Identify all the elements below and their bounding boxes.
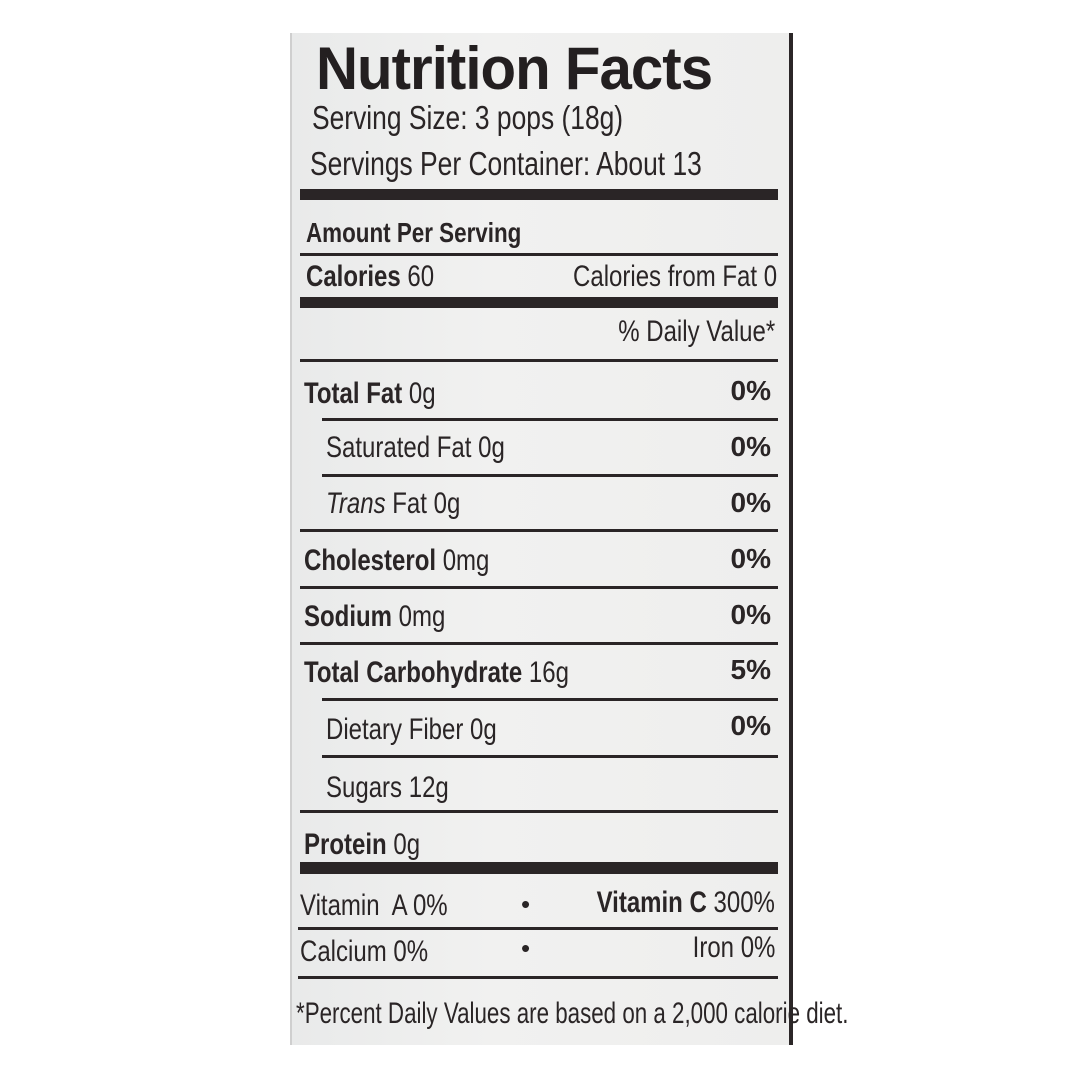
nutrient-sodium: Sodium 0mg — [304, 602, 445, 632]
divider — [300, 810, 778, 813]
divider — [298, 976, 778, 979]
nutrient-name: Saturated Fat — [326, 431, 472, 464]
divider — [298, 927, 778, 930]
nutrient-dv: 5% — [730, 654, 771, 685]
divider — [322, 418, 778, 421]
calories-value: 60 — [407, 260, 435, 293]
nutrient-name: Dietary Fiber — [326, 713, 464, 746]
nutrient-trans-fat: Trans Fat 0g — [326, 489, 460, 519]
separator-dot: • — [521, 933, 531, 963]
nutrient-total-carbohydrate: Total Carbohydrate 16g — [304, 658, 569, 688]
nutrient-amount: 0g — [408, 377, 436, 410]
nutrient-amount: 12g — [408, 771, 449, 804]
vitamin-c-label: Vitamin C — [596, 886, 707, 919]
nutrient-dv: 0% — [730, 710, 771, 741]
nutrient-dv: 0% — [730, 375, 771, 406]
nutrient-total-fat: Total Fat 0g — [304, 379, 436, 409]
nutrient-amount: 0mg — [442, 544, 490, 577]
vitamin-c-value: 300% — [713, 886, 775, 919]
calories-label: Calories — [306, 260, 401, 293]
nutrient-amount: 0g — [478, 431, 505, 464]
thick-divider — [300, 297, 778, 308]
calories-from-fat: Calories from Fat 0 — [572, 260, 777, 293]
amount-per-serving: Amount Per Serving — [306, 217, 522, 248]
nutrient-amount: 0g — [393, 828, 421, 861]
nutrient-dv: 0% — [730, 487, 771, 518]
nutrient-dietary-fiber: Dietary Fiber 0g — [326, 715, 497, 745]
footnote: *Percent Daily Values are based on a 2,0… — [296, 997, 849, 1030]
daily-value-header: % Daily Value* — [618, 315, 775, 348]
divider — [300, 586, 778, 589]
divider — [322, 755, 778, 758]
nutrient-name: Sodium — [304, 600, 392, 633]
thick-divider — [300, 862, 778, 874]
divider — [322, 474, 778, 477]
label-title: Nutrition Facts — [316, 35, 713, 102]
nutrient-name: Protein — [304, 828, 387, 861]
iron: Iron 0% — [692, 931, 775, 964]
nutrient-protein: Protein 0g — [304, 830, 420, 860]
divider — [300, 642, 778, 645]
calories-row: Calories 60 — [306, 262, 434, 292]
divider — [300, 253, 778, 256]
calcium: Calcium 0% — [300, 935, 429, 968]
nutrient-name: Trans — [326, 487, 386, 520]
separator-dot: • — [521, 889, 531, 919]
nutrient-dv: 0% — [730, 431, 771, 462]
nutrient-dv: 0% — [730, 599, 771, 630]
nutrient-name-suffix: Fat — [392, 487, 427, 520]
nutrient-name: Cholesterol — [304, 544, 437, 577]
nutrient-sugars: Sugars 12g — [326, 773, 449, 803]
nutrition-facts-label: Nutrition Facts Serving Size: 3 pops (18… — [290, 33, 848, 1045]
vitamin-a: Vitamin A 0% — [300, 889, 448, 922]
nutrient-amount: 0g — [433, 487, 461, 520]
divider — [322, 698, 778, 701]
divider — [300, 529, 778, 532]
nutrient-amount: 0g — [470, 713, 497, 746]
thick-divider — [300, 189, 778, 200]
nutrient-name: Total Fat — [304, 377, 403, 410]
nutrient-dv: 0% — [730, 543, 771, 574]
nutrient-name: Sugars — [326, 771, 403, 804]
servings-per-container: Servings Per Container: About 13 — [310, 145, 702, 182]
vitamin-c: Vitamin C 300% — [597, 888, 775, 918]
nutrient-saturated-fat: Saturated Fat 0g — [326, 433, 505, 463]
divider — [300, 359, 778, 362]
nutrient-amount: 16g — [528, 656, 569, 689]
nutrient-name: Total Carbohydrate — [304, 656, 523, 689]
nutrient-amount: 0mg — [398, 600, 446, 633]
nutrient-cholesterol: Cholesterol 0mg — [304, 546, 489, 576]
serving-size: Serving Size: 3 pops (18g) — [312, 99, 624, 136]
